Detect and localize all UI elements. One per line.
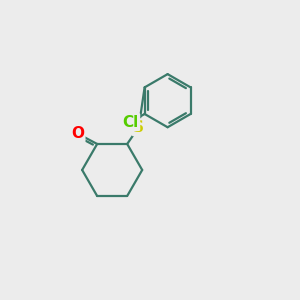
Text: O: O: [71, 126, 84, 141]
Text: Cl: Cl: [122, 115, 139, 130]
Text: S: S: [133, 120, 144, 135]
